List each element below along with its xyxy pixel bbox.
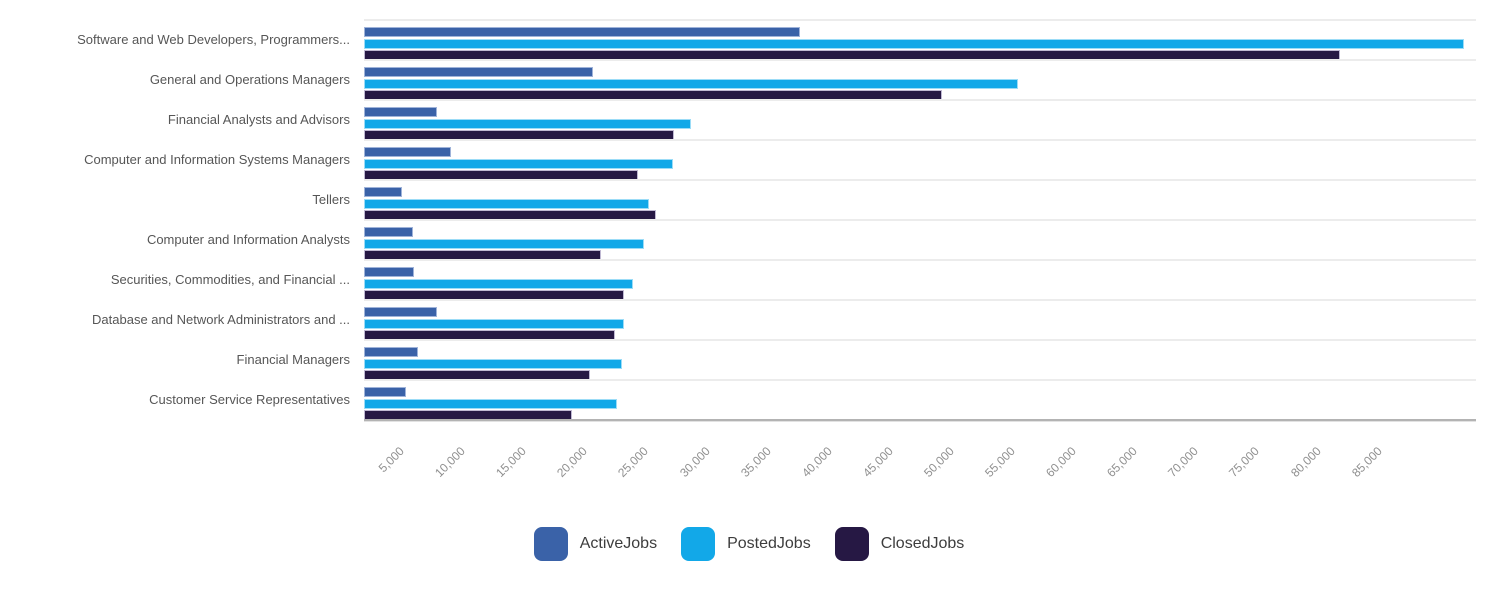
bar-postedjobs-row3[interactable] (364, 118, 691, 129)
bar-postedjobs-row4[interactable] (364, 158, 673, 169)
bar-postedjobs-row8[interactable] (364, 318, 624, 329)
x-axis-line-shadow (364, 421, 1476, 422)
row-separator (364, 379, 1476, 381)
category-label: Financial Managers (236, 352, 350, 367)
legend-label-postedjobs: PostedJobs (727, 535, 811, 552)
legend-swatch-postedjobs[interactable] (681, 527, 716, 561)
legend-swatch-activejobs[interactable] (533, 527, 568, 561)
category-label: Computer and Information Analysts (146, 232, 350, 247)
bar-postedjobs-row7[interactable] (364, 278, 633, 289)
row-separator (364, 59, 1476, 61)
bar-postedjobs-row1[interactable] (364, 38, 1464, 49)
row-separator (364, 339, 1476, 341)
bar-postedjobs-row2[interactable] (364, 78, 1018, 89)
legend-label-closedjobs: ClosedJobs (880, 535, 965, 552)
legend-item-closedjobs[interactable]: ClosedJobs (834, 527, 965, 561)
row-separator (364, 299, 1476, 301)
legend-label-activejobs: ActiveJobs (579, 535, 658, 552)
bar-postedjobs-row9[interactable] (364, 358, 622, 369)
bar-activejobs-row8[interactable] (364, 307, 437, 317)
bar-postedjobs-row6[interactable] (364, 238, 644, 249)
legend-swatch-closedjobs[interactable] (834, 527, 869, 561)
row-separator (364, 99, 1476, 101)
category-label: Database and Network Administrators and … (92, 312, 350, 327)
bar-postedjobs-row10[interactable] (364, 398, 617, 409)
bar-activejobs-row7[interactable] (364, 267, 414, 277)
row-separator (364, 19, 1476, 21)
x-axis-line (364, 419, 1476, 421)
bar-activejobs-row10[interactable] (364, 387, 406, 397)
bar-activejobs-row3[interactable] (364, 107, 437, 117)
category-label: Securities, Commodities, and Financial .… (110, 272, 350, 287)
bar-postedjobs-row5[interactable] (364, 198, 649, 209)
bar-activejobs-row1[interactable] (364, 27, 800, 37)
chart-legend: ActiveJobs PostedJobs ClosedJobs (0, 527, 1498, 561)
category-label: Tellers (312, 192, 350, 207)
category-label: Customer Service Representatives (149, 392, 350, 407)
row-separator (364, 219, 1476, 221)
bar-activejobs-row2[interactable] (364, 67, 593, 77)
bar-activejobs-row5[interactable] (364, 187, 402, 197)
category-label: Financial Analysts and Advisors (167, 112, 350, 127)
legend-item-postedjobs[interactable]: PostedJobs (681, 527, 811, 561)
row-separator (364, 259, 1476, 261)
bar-activejobs-row9[interactable] (364, 347, 418, 357)
row-separator (364, 179, 1476, 181)
bar-activejobs-row4[interactable] (364, 147, 451, 157)
category-label: Computer and Information Systems Manager… (84, 152, 350, 167)
bar-activejobs-row6[interactable] (364, 227, 413, 237)
row-separator (364, 139, 1476, 141)
legend-item-activejobs[interactable]: ActiveJobs (533, 527, 658, 561)
category-label: General and Operations Managers (149, 72, 350, 87)
category-label: Software and Web Developers, Programmers… (77, 32, 350, 47)
